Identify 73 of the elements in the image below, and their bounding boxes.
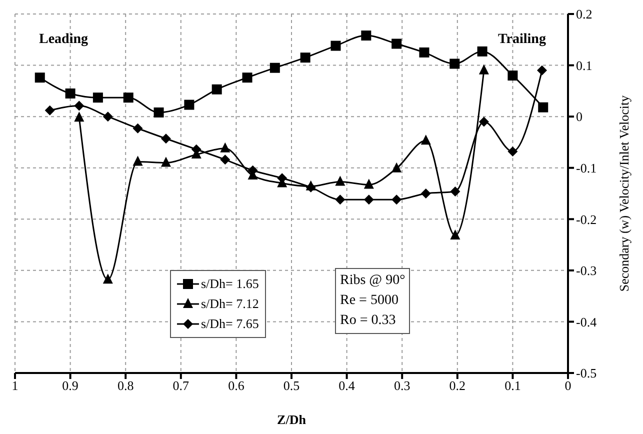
point: [364, 178, 374, 189]
x-tick-label: 0.2: [449, 378, 466, 394]
y-tick-label: 0.1: [576, 58, 592, 73]
point: [478, 116, 489, 127]
x-tick-label: 0.4: [338, 378, 356, 394]
point: [420, 188, 431, 198]
point: [538, 102, 548, 112]
point: [537, 65, 548, 76]
point: [450, 186, 460, 196]
y-tick-label: 0.2: [576, 6, 592, 22]
legend-label: s/Dh= 7.65: [201, 316, 259, 332]
y-tick-label: 0: [576, 109, 582, 124]
point: [132, 123, 143, 134]
x-tick-label: 0: [564, 378, 572, 394]
point: [220, 142, 230, 152]
point: [248, 165, 258, 176]
point: [160, 134, 171, 144]
annotation: Ribs @ 90°: [340, 272, 406, 290]
point: [477, 46, 488, 56]
point: [420, 134, 431, 145]
point: [102, 274, 113, 284]
point: [335, 194, 346, 205]
point: [74, 112, 84, 122]
point: [392, 38, 402, 49]
point: [34, 72, 45, 83]
point: [102, 112, 113, 122]
point: [508, 70, 518, 81]
annotation: Re = 5000: [340, 292, 400, 310]
x-tick-label: 0.3: [394, 378, 410, 394]
y-tick-label: -0.5: [576, 366, 597, 381]
y-tick-label: -0.3: [576, 263, 597, 278]
annotation: Trailing: [498, 32, 546, 48]
point: [154, 107, 164, 118]
y-axis-title: Secondary (w) Velocity/Inlet Velocity: [616, 94, 632, 292]
point: [330, 40, 341, 51]
point: [132, 156, 143, 166]
point: [212, 84, 222, 94]
x-tick-label: 0.7: [172, 378, 190, 394]
point: [44, 105, 55, 116]
point: [123, 92, 134, 103]
x-tick-label: 0.1: [504, 378, 521, 394]
point: [300, 52, 310, 63]
point: [392, 162, 402, 172]
x-tick-label: 0.6: [228, 378, 245, 394]
x-axis-title: Z/Dh: [277, 412, 307, 427]
legend-label: s/Dh= 1.65: [201, 276, 259, 292]
annotation: Ro = 0.33: [340, 312, 397, 330]
legend-label: s/Dh= 7.12: [201, 296, 259, 312]
point: [335, 176, 346, 186]
point: [184, 100, 194, 110]
point: [478, 64, 489, 74]
x-tick-label: 0.5: [283, 378, 300, 394]
y-tick-label: -0.2: [576, 212, 597, 227]
y-tick-label: -0.4: [576, 314, 598, 330]
x-tick-label: 0.9: [62, 378, 78, 394]
y-tick-label: -0.1: [576, 160, 597, 176]
point: [392, 194, 402, 205]
x-tick-label: 0.8: [117, 378, 134, 394]
point: [160, 156, 171, 167]
point: [220, 154, 230, 165]
point: [508, 146, 518, 156]
point: [450, 230, 460, 240]
point: [74, 100, 84, 111]
point: [242, 72, 252, 83]
x-tick-label: 1: [12, 378, 18, 394]
annotation: Leading: [39, 32, 88, 48]
point: [364, 194, 374, 205]
point: [361, 30, 372, 41]
point: [65, 88, 76, 98]
point: [92, 92, 103, 103]
point: [270, 62, 280, 73]
point: [450, 58, 460, 69]
point: [419, 47, 430, 58]
